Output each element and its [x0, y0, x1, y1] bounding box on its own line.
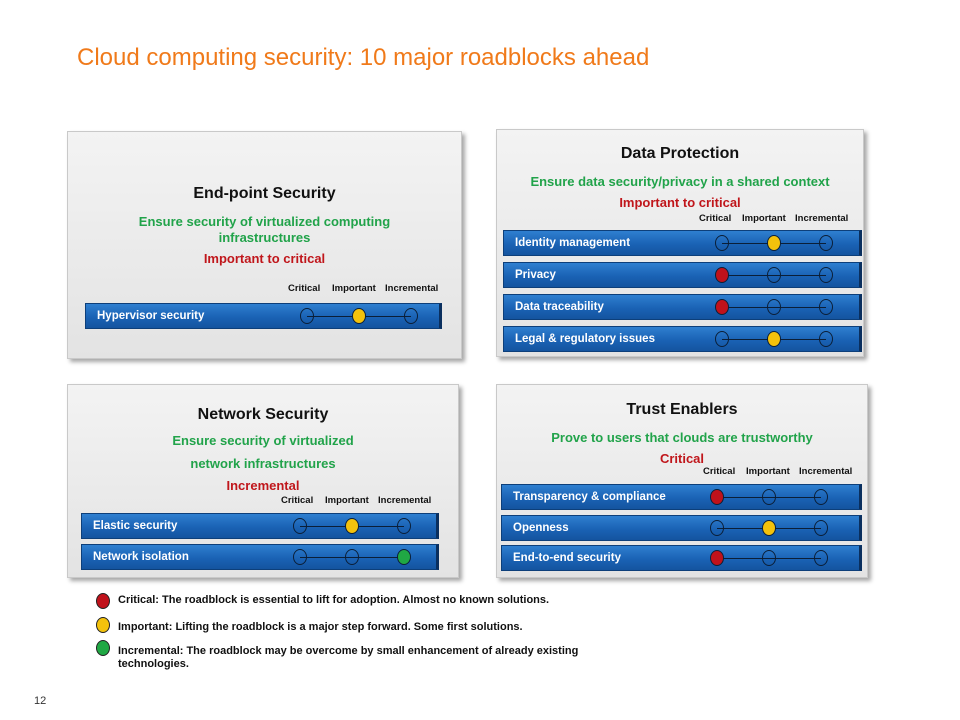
- rating-incremental-dot: [819, 235, 833, 251]
- roadblock-label: Hypervisor security: [97, 310, 205, 322]
- panel-title: Data Protection: [620, 145, 740, 162]
- rating-incremental-dot: [819, 299, 833, 315]
- panel-title: Network Security: [197, 406, 329, 423]
- roadblock-row: Openness: [501, 515, 862, 541]
- rating-critical-dot: [715, 299, 729, 315]
- rating-critical-dot: [710, 489, 724, 505]
- panel-data-protection: Data Protection Ensure data security/pri…: [496, 129, 864, 357]
- roadblock-label: Data traceability: [515, 301, 604, 313]
- rating-important-dot: [762, 489, 776, 505]
- scale-important-label: Important: [746, 466, 790, 477]
- rating-incremental-dot: [814, 489, 828, 505]
- panel-level: Critical: [659, 451, 705, 466]
- panel-goal: Ensure data security/privacy in a shared…: [530, 174, 830, 189]
- scale-important-label: Important: [325, 495, 369, 506]
- rating-critical-dot: [715, 267, 729, 283]
- rating-critical-dot: [293, 518, 307, 534]
- panel-title: End-point Security: [193, 185, 336, 202]
- roadblock-row: Elastic security: [81, 513, 439, 539]
- scale-critical-label: Critical: [281, 495, 314, 506]
- rating-important-dot: [352, 308, 366, 324]
- legend-critical-text: Critical: The roadblock is essential to …: [118, 594, 550, 606]
- scale-incremental-label: Incremental: [795, 213, 849, 224]
- rating-important-dot: [767, 299, 781, 315]
- panel-goal-line-1: Ensure security of virtualized: [172, 433, 354, 448]
- roadblock-row: Privacy: [503, 262, 862, 288]
- panel-trust-enablers: Trust Enablers Prove to users that cloud…: [496, 384, 868, 578]
- rating-critical-dot: [293, 549, 307, 565]
- panel-level: Important to critical: [619, 195, 741, 210]
- roadblock-row: Transparency & compliance: [501, 484, 862, 510]
- scale-incremental-label: Incremental: [799, 466, 853, 477]
- legend-important-text: Important: Lifting the roadblock is a ma…: [118, 621, 523, 633]
- legend-incremental-icon: [96, 640, 110, 656]
- panel-title: Trust Enablers: [626, 401, 738, 418]
- rating-scale-header: Critical Important Incremental: [703, 466, 868, 478]
- panel-goal: Prove to users that clouds are trustwort…: [551, 430, 813, 445]
- rating-incremental-dot: [819, 331, 833, 347]
- rating-incremental-dot: [397, 549, 411, 565]
- legend-important-icon: [96, 617, 110, 633]
- panel-level: Important to critical: [203, 251, 326, 266]
- slide-title: Cloud computing security: 10 major roadb…: [77, 44, 650, 71]
- rating-important-dot: [345, 549, 359, 565]
- rating-important-dot: [767, 267, 781, 283]
- rating-critical-dot: [710, 550, 724, 566]
- rating-important-dot: [762, 550, 776, 566]
- roadblock-row: Network isolation: [81, 544, 439, 570]
- roadblock-label: Network isolation: [93, 551, 189, 563]
- rating-incremental-dot: [404, 308, 418, 324]
- rating-incremental-dot: [814, 550, 828, 566]
- roadblock-row: Legal & regulatory issues: [503, 326, 862, 352]
- rating-incremental-dot: [397, 518, 411, 534]
- roadblock-label: Identity management: [515, 237, 631, 249]
- rating-incremental-dot: [814, 520, 828, 536]
- rating-important-dot: [767, 235, 781, 251]
- rating-important-dot: [762, 520, 776, 536]
- panel-network-security: Network Security Ensure security of virt…: [67, 384, 459, 578]
- scale-important-label: Important: [742, 213, 786, 224]
- rating-scale-header: Critical Important Incremental: [281, 495, 456, 507]
- panel-goal-line-2: network infrastructures: [190, 456, 336, 471]
- scale-critical-label: Critical: [699, 213, 732, 224]
- scale-incremental-label: Incremental: [378, 495, 432, 506]
- rating-incremental-dot: [819, 267, 833, 283]
- roadblock-row: End-to-end security: [501, 545, 862, 571]
- legend-critical-icon: [96, 593, 110, 609]
- roadblock-row: Identity management: [503, 230, 862, 256]
- roadblock-label: Privacy: [515, 269, 556, 281]
- page-number: 12: [34, 695, 47, 707]
- rating-critical-dot: [300, 308, 314, 324]
- panel-level: Incremental: [226, 478, 300, 493]
- scale-incremental-label: Incremental: [385, 283, 439, 294]
- scale-critical-label: Critical: [288, 283, 321, 294]
- rating-critical-dot: [715, 331, 729, 347]
- roadblock-label: End-to-end security: [513, 552, 621, 564]
- roadblock-label: Openness: [513, 522, 569, 534]
- scale-critical-label: Critical: [703, 466, 736, 477]
- rating-critical-dot: [710, 520, 724, 536]
- scale-important-label: Important: [332, 283, 376, 294]
- panel-endpoint-security: End-point Security Ensure security of vi…: [67, 131, 462, 359]
- roadblock-label: Legal & regulatory issues: [515, 333, 655, 345]
- rating-scale-header: Critical Important Incremental: [288, 283, 458, 295]
- roadblock-label: Elastic security: [93, 520, 178, 532]
- roadblock-label: Transparency & compliance: [513, 491, 666, 503]
- rating-scale-header: Critical Important Incremental: [699, 213, 864, 225]
- rating-important-dot: [767, 331, 781, 347]
- roadblock-row: Hypervisor security: [85, 303, 442, 329]
- legend-incremental-text: Incremental: The roadblock may be overco…: [118, 645, 579, 670]
- rating-important-dot: [345, 518, 359, 534]
- rating-critical-dot: [715, 235, 729, 251]
- roadblock-row: Data traceability: [503, 294, 862, 320]
- panel-goal: Ensure security of virtualized computing…: [138, 214, 391, 245]
